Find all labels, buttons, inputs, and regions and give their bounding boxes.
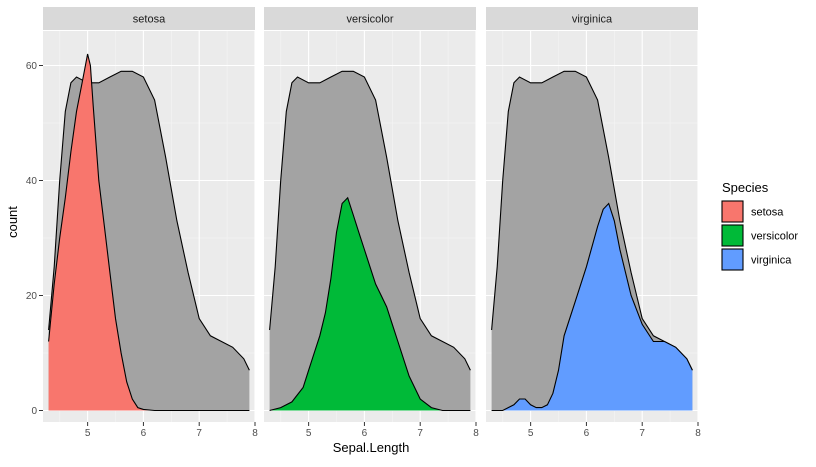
x-tick-label: 7 — [417, 428, 423, 439]
species-density-area-virginica — [491, 203, 693, 411]
legend-label: versicolor — [751, 231, 798, 243]
species-density-line-versicolor — [269, 196, 471, 412]
legend-key-versicolor — [721, 224, 744, 247]
y-tick-label: 20 — [26, 291, 38, 302]
species-density-area-setosa — [48, 54, 250, 411]
legend-key-setosa — [721, 200, 744, 223]
background-density-line — [48, 70, 250, 371]
x-tick-label: 5 — [306, 428, 312, 439]
y-axis-title: count — [5, 206, 20, 238]
facet-panel-setosa: setosa — [43, 7, 256, 422]
facet-strip — [43, 7, 255, 30]
species-density-area-versicolor — [269, 197, 471, 411]
x-tick-label: 6 — [362, 428, 368, 439]
y-tick-label: 0 — [31, 406, 37, 417]
facet-panels: setosa versicolor virginica — [43, 7, 699, 422]
facet-panel-virginica: virginica — [486, 7, 699, 422]
x-axis-title: Sepal.Length — [333, 440, 410, 455]
legend-title: Species — [722, 180, 769, 195]
facet-panel-versicolor: versicolor — [264, 7, 477, 422]
species-density-line-virginica — [491, 202, 693, 412]
x-tick-label: 5 — [528, 428, 534, 439]
legend-key-virginica — [721, 248, 744, 271]
legend: Species setosa versicolor virginica — [721, 180, 798, 271]
species-density-line-setosa — [48, 53, 250, 412]
facet-strip-label: versicolor — [346, 14, 393, 26]
x-tick-label: 7 — [196, 428, 202, 439]
x-tick-label: 6 — [141, 428, 147, 439]
x-tick-label: 8 — [695, 428, 701, 439]
legend-label: setosa — [751, 207, 784, 219]
x-tick-label: 6 — [584, 428, 590, 439]
x-tick-label: 8 — [252, 428, 258, 439]
axes: 5 6 7 8 5 6 7 8 5 6 7 8 0 20 40 60 — [26, 61, 701, 439]
y-tick-label: 40 — [26, 176, 38, 187]
legend-label: virginica — [751, 255, 792, 267]
x-tick-label: 8 — [473, 428, 479, 439]
facet-strip-label: setosa — [133, 14, 166, 26]
background-density-line — [269, 70, 471, 371]
y-tick-label: 60 — [26, 61, 38, 72]
facet-strip — [264, 7, 476, 30]
facet-strip — [486, 7, 698, 30]
facet-strip-label: virginica — [572, 14, 613, 26]
x-tick-label: 5 — [85, 428, 91, 439]
background-density-line — [491, 70, 693, 371]
x-tick-label: 7 — [639, 428, 645, 439]
background-density-area — [269, 71, 471, 411]
